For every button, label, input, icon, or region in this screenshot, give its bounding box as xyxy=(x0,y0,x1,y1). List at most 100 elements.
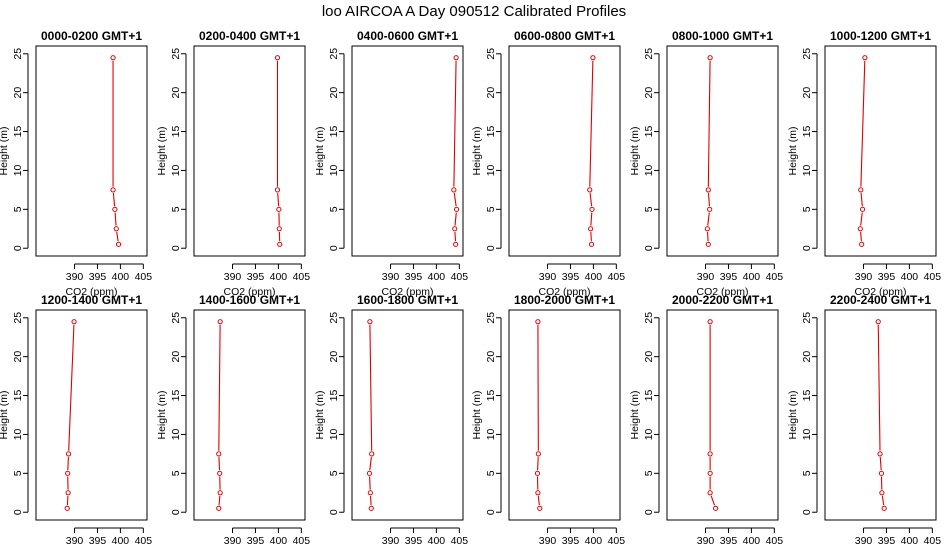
x-tick-label: 395 xyxy=(405,535,423,547)
y-tick-label: 10 xyxy=(12,428,24,440)
data-point xyxy=(217,490,223,496)
data-point xyxy=(879,490,885,496)
data-point xyxy=(534,470,541,476)
y-tick-label: 25 xyxy=(643,312,655,324)
profile-segment xyxy=(67,457,69,471)
x-tick-label: 395 xyxy=(720,535,738,547)
data-point xyxy=(535,451,541,457)
data-point xyxy=(276,226,282,232)
y-tick-label: 0 xyxy=(328,245,340,251)
data-point xyxy=(713,505,719,511)
x-tick-label: 390 xyxy=(697,535,715,547)
y-tick-label: 25 xyxy=(12,312,24,324)
y-tick-label: 0 xyxy=(643,509,655,515)
data-point xyxy=(274,187,281,193)
profile-segment xyxy=(454,212,457,226)
x-tick-label: 395 xyxy=(878,535,896,547)
x-tick-label: 400 xyxy=(112,535,130,547)
plot-frame xyxy=(666,45,779,257)
profile-segment xyxy=(369,476,371,490)
y-tick-label: 10 xyxy=(170,428,182,440)
y-tick-label: 25 xyxy=(801,48,813,60)
y-tick-label: 5 xyxy=(12,206,24,212)
panel-10: 2000-2200 GMT+13903954004050510152025CO2… xyxy=(629,293,783,547)
x-tick-label: 400 xyxy=(901,271,919,283)
y-tick-label: 25 xyxy=(170,48,182,60)
data-point xyxy=(217,319,223,325)
y-axis-label: Height (m) xyxy=(156,126,168,175)
y-tick-label: 5 xyxy=(643,206,655,212)
data-point xyxy=(860,206,866,212)
x-tick-label: 395 xyxy=(89,535,107,547)
data-point xyxy=(704,226,710,232)
data-point xyxy=(588,226,594,232)
profile-segment xyxy=(707,231,709,242)
x-tick-label: 390 xyxy=(224,535,242,547)
panel-title: 1800-2000 GMT+1 xyxy=(514,293,615,307)
x-tick-label: 395 xyxy=(89,271,107,283)
y-tick-label: 25 xyxy=(328,312,340,324)
profile-segment xyxy=(453,60,457,187)
y-tick-label: 10 xyxy=(801,164,813,176)
plot-frame xyxy=(193,45,306,257)
profile-segment xyxy=(879,457,882,471)
y-tick-label: 5 xyxy=(170,206,182,212)
x-tick-label: 405 xyxy=(293,271,311,283)
profile-segment xyxy=(877,324,881,451)
y-tick-label: 20 xyxy=(643,87,655,99)
profile-segment xyxy=(537,457,539,471)
y-tick-label: 0 xyxy=(12,245,24,251)
y-tick-label: 25 xyxy=(801,312,813,324)
panel-title: 2000-2200 GMT+1 xyxy=(672,293,773,307)
panel-5: 1000-1200 GMT+1 390 395 400 405 0 5 10 15 20 25 CO2… xyxy=(787,29,941,298)
data-point xyxy=(881,505,887,511)
profile-segment xyxy=(218,495,221,506)
data-point xyxy=(453,241,459,247)
y-tick-label: 20 xyxy=(801,87,813,99)
y-tick-label: 25 xyxy=(170,312,182,324)
x-tick-label: 400 xyxy=(428,271,446,283)
y-tick-label: 15 xyxy=(643,126,655,138)
x-tick-label: 400 xyxy=(743,535,761,547)
x-tick-label: 390 xyxy=(382,271,400,283)
y-tick-label: 20 xyxy=(12,87,24,99)
x-tick-label: 390 xyxy=(66,535,84,547)
profile-segment xyxy=(860,60,866,187)
y-tick-label: 10 xyxy=(485,428,497,440)
data-point xyxy=(537,505,543,511)
y-tick-label: 15 xyxy=(485,390,497,402)
y-tick-label: 5 xyxy=(801,470,813,476)
data-point xyxy=(707,451,713,457)
y-tick-label: 20 xyxy=(12,351,24,363)
y-tick-label: 5 xyxy=(328,206,340,212)
y-tick-label: 20 xyxy=(328,351,340,363)
x-tick-label: 405 xyxy=(766,271,784,283)
y-tick-label: 5 xyxy=(12,470,24,476)
plot-frame xyxy=(508,45,621,257)
panel-0: 0000-0200 GMT+1 390 395 400 405 0 5 10 15 20 25 CO2… xyxy=(0,29,152,298)
panel-title: 0400-0600 GMT+1 xyxy=(357,29,458,43)
y-tick-label: 10 xyxy=(485,164,497,176)
profile-segment xyxy=(369,457,372,471)
profile-segment xyxy=(881,495,885,506)
panels-grid: 0000-0200 GMT+1 390 395 400 405 0 5 10 15 20 25 CO2… xyxy=(0,29,941,547)
data-point xyxy=(451,187,457,193)
data-point xyxy=(216,505,222,511)
data-point xyxy=(112,206,118,212)
data-point xyxy=(65,490,71,496)
y-tick-label: 25 xyxy=(12,48,24,60)
data-point xyxy=(707,490,713,496)
y-tick-label: 5 xyxy=(643,470,655,476)
panel-title: 2200-2400 GMT+1 xyxy=(830,293,931,307)
data-point xyxy=(535,319,541,325)
profile-segment xyxy=(277,193,280,207)
data-point xyxy=(277,241,283,247)
data-point xyxy=(857,226,863,232)
x-tick-label: 390 xyxy=(224,271,242,283)
y-tick-label: 20 xyxy=(801,351,813,363)
x-axis-label: CO2 (ppm) xyxy=(855,286,907,298)
y-tick-label: 15 xyxy=(485,126,497,138)
y-tick-label: 10 xyxy=(12,164,24,176)
x-tick-label: 395 xyxy=(720,271,738,283)
profile-segment xyxy=(590,212,593,226)
